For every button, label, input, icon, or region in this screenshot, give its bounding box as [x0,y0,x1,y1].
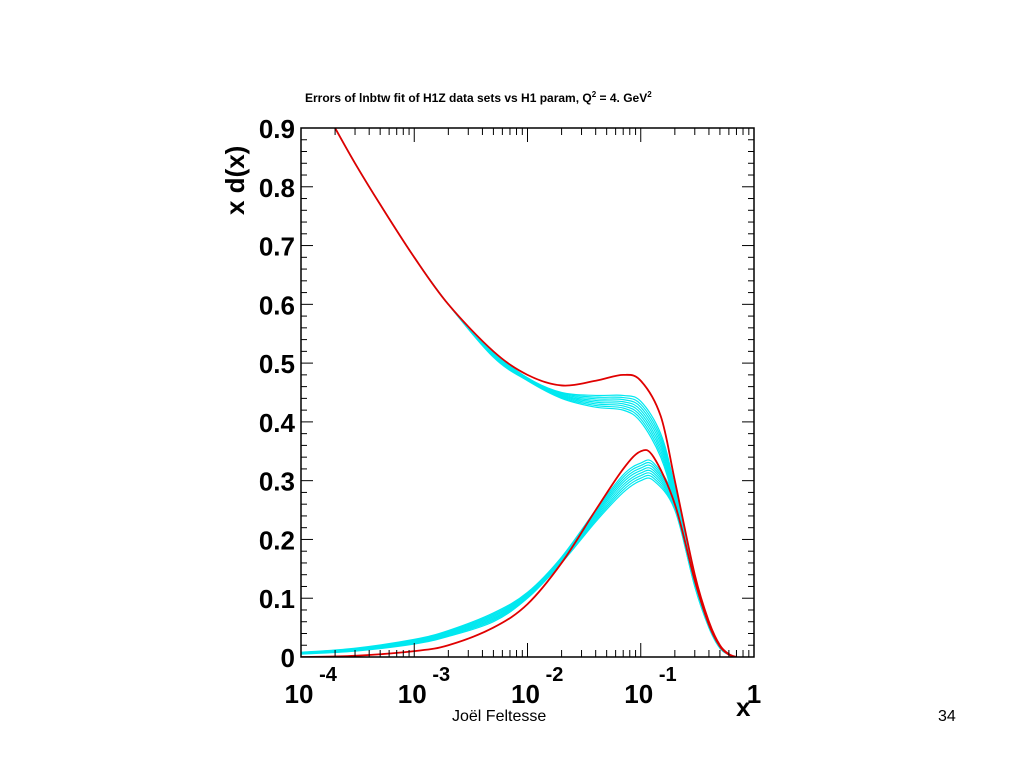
y-tick-label: 0.6 [259,290,295,320]
plot-frame [300,127,755,658]
lower-reference-curve [301,449,737,657]
x-tick-label-base: 1 [747,679,761,709]
slide-page-number: 34 [938,708,956,725]
lower-fits-band-curve-8 [301,459,737,657]
x-tick-label-base: 10 [624,679,653,709]
upper-fits-band-curve-5 [334,128,737,657]
y-tick-label: 0.3 [259,467,295,497]
slide-author: Joël Feltesse [452,708,547,725]
y-tick-label: 0 [281,643,295,673]
axes-group [300,127,755,658]
upper-fits-band-curve-4 [334,128,737,657]
y-tick-label: 0.9 [259,114,295,144]
x-tick-labels: 10-410-310-210-11 [285,664,762,709]
upper-fits-band-curve-6 [334,128,737,657]
y-axis-label: x d(x) [220,146,250,215]
series-group [301,128,737,657]
upper-fits-band-curve-3 [334,128,737,657]
x-tick-label-base: 10 [511,679,540,709]
x-tick-label-exponent: -2 [546,664,564,686]
upper-reference-curve [334,128,737,657]
y-tick-label: 0.1 [259,584,295,614]
y-tick-label: 0.8 [259,173,295,203]
x-tick-label-base: 10 [398,679,427,709]
y-tick-label: 0.2 [259,525,295,555]
title-sup1: 2 [592,90,597,99]
y-tick-labels: 0 0.1 0.2 0.3 0.4 0.5 0.6 0.7 0.8 0.9 [259,114,296,673]
lower-fits-band-curve-1 [301,477,737,657]
chart-title: Errors of lnbtw fit of H1Z data sets vs … [305,90,652,105]
title-mid: = 4. GeV [596,91,647,105]
upper-fits-band-curve-7 [334,128,737,657]
upper-fits-band-curve-8 [334,128,737,657]
title-sup2: 2 [647,90,652,99]
title-main: Errors of lnbtw fit of H1Z data sets vs … [305,91,592,105]
x-tick-label-exponent: -4 [319,664,338,686]
x-axis-label: x [736,692,751,722]
upper-fits-band-curve-1 [334,128,737,657]
y-tick-label: 0.5 [259,349,295,379]
x-tick-label-exponent: -1 [659,664,677,686]
y-tick-label: 0.7 [259,232,295,262]
y-tick-label: 0.4 [259,408,296,438]
plot-area [301,128,737,657]
upper-fits-band-curve-2 [334,128,737,657]
x-tick-label-exponent: -3 [432,664,450,686]
x-tick-label-base: 10 [285,679,314,709]
